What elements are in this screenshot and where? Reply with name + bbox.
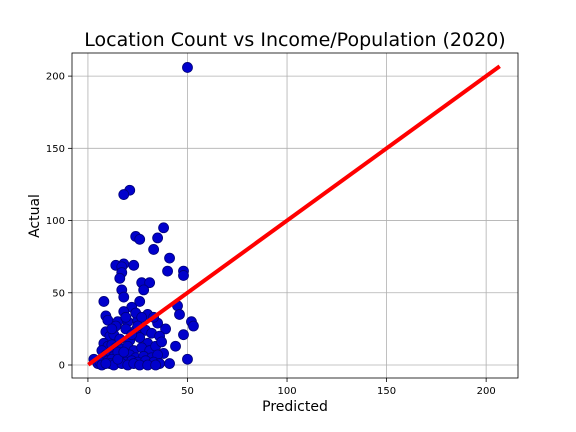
data-point: [134, 233, 146, 245]
data-point: [100, 358, 112, 369]
data-point: [178, 329, 189, 341]
y-tick-label: 0: [59, 361, 65, 372]
data-point: [158, 222, 169, 234]
data-point: [148, 244, 160, 255]
data-point: [164, 252, 175, 264]
y-tick-label: 50: [52, 288, 65, 299]
data-point: [188, 320, 199, 332]
x-tick-label: 0: [85, 386, 91, 397]
data-point: [164, 358, 175, 369]
data-point: [106, 323, 118, 335]
data-points: [88, 62, 199, 371]
x-tick-label: 200: [477, 386, 496, 397]
y-axis-label: Actual: [27, 194, 43, 238]
y-tick-label: 150: [46, 144, 65, 155]
x-axis-label: Predicted: [262, 399, 328, 415]
data-point: [134, 296, 146, 307]
data-point: [156, 336, 167, 348]
data-point: [144, 277, 156, 289]
data-point: [114, 272, 126, 284]
chart-title: Location Count vs Income/Population (202…: [84, 29, 505, 51]
data-point: [118, 189, 130, 200]
data-point: [118, 291, 130, 303]
data-point: [178, 270, 189, 281]
data-point: [162, 265, 173, 277]
plot-frame: [71, 52, 519, 379]
y-tick-label: 100: [46, 216, 65, 227]
data-point: [120, 311, 132, 323]
data-point: [174, 309, 185, 320]
x-tick-label: 150: [377, 386, 396, 397]
fit-line: [87, 64, 501, 367]
fit-line-group: [87, 64, 501, 367]
data-point: [160, 323, 171, 335]
data-point: [182, 353, 193, 365]
x-tick-label: 100: [277, 386, 296, 397]
data-point: [112, 353, 124, 365]
y-tick-label: 200: [46, 72, 65, 83]
axis-ticks: 0 50 100 150 200 0 50 100 150 200: [46, 72, 496, 397]
data-point: [128, 259, 140, 271]
data-point: [152, 232, 164, 244]
data-point: [136, 311, 148, 323]
x-tick-label: 50: [181, 386, 194, 397]
data-point: [118, 346, 130, 358]
data-point: [170, 340, 181, 352]
data-point: [138, 284, 150, 296]
data-point: [150, 359, 162, 371]
data-point: [182, 62, 193, 73]
data-point: [98, 296, 110, 307]
